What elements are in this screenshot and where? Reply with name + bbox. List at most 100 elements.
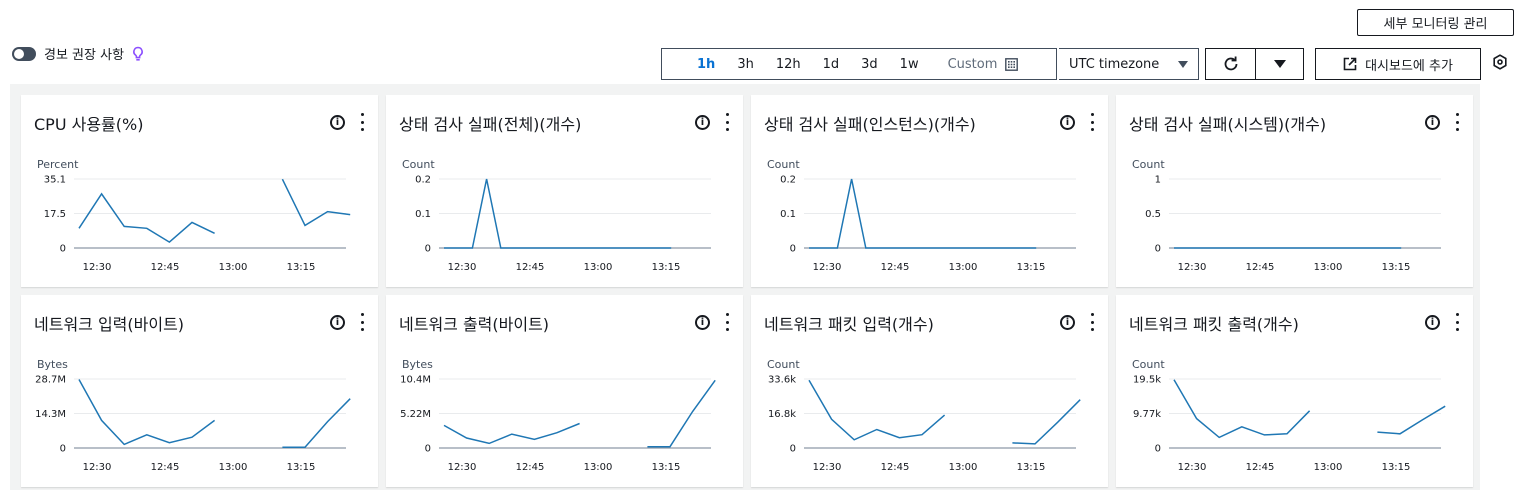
line-chart: 28.7M 14.3M 0 12:30 12:45 13:00 13:15 <box>35 375 351 473</box>
y-tick-label: 0.5 <box>1145 209 1161 220</box>
y-tick-label: 35.1 <box>44 175 66 186</box>
y-tick-label: 0.2 <box>415 175 431 186</box>
line-chart: 33.6k 16.8k 0 12:30 12:45 13:00 13:15 <box>768 375 1081 473</box>
y-axis-unit-label: Bytes <box>37 358 68 371</box>
x-tick-label: 13:00 <box>584 262 613 273</box>
y-tick-label: 19.5k <box>1133 375 1161 386</box>
lightbulb-icon <box>133 46 143 61</box>
settings-hexagon-icon[interactable] <box>1492 54 1508 70</box>
series-line <box>282 398 351 449</box>
info-icon[interactable]: i <box>1060 115 1075 130</box>
info-icon[interactable]: i <box>1060 315 1075 330</box>
info-icon[interactable]: i <box>1425 115 1440 130</box>
y-tick-label: 1 <box>1155 175 1161 186</box>
series-line <box>78 192 215 244</box>
range-3d[interactable]: 3d <box>861 56 878 72</box>
add-to-dashboard-label: 대시보드에 추가 <box>1365 58 1453 74</box>
y-tick-label: 0 <box>425 444 431 455</box>
x-tick-label: 12:30 <box>83 462 112 473</box>
x-tick-label: 12:30 <box>1178 262 1207 273</box>
y-tick-label: 5.22M <box>400 409 431 420</box>
x-tick-label: 13:15 <box>1017 462 1046 473</box>
info-icon[interactable]: i <box>695 115 710 130</box>
range-1w[interactable]: 1w <box>899 56 919 72</box>
range-1d[interactable]: 1d <box>822 56 840 72</box>
x-tick-label: 13:00 <box>949 262 978 273</box>
x-tick-label: 12:45 <box>881 462 910 473</box>
more-options-icon[interactable] <box>1090 313 1094 331</box>
line-chart: 10.4M 5.22M 0 12:30 12:45 13:00 13:15 <box>400 375 716 473</box>
line-chart: 35.1 17.5 0 12:30 12:45 13:00 13:15 <box>44 175 351 273</box>
manage-detailed-monitoring-button[interactable]: 세부 모니터링 관리 <box>1357 9 1514 36</box>
refresh-button[interactable] <box>1205 48 1256 80</box>
more-options-icon[interactable] <box>1090 113 1094 131</box>
y-tick-label: 0 <box>790 444 796 455</box>
x-tick-label: 12:45 <box>151 462 180 473</box>
info-icon[interactable]: i <box>330 115 345 130</box>
external-link-icon <box>1343 57 1357 71</box>
x-tick-label: 12:30 <box>1178 462 1207 473</box>
x-tick-label: 12:30 <box>813 262 842 273</box>
time-range-selector: 1h 3h 12h 1d 3d 1w Custom <box>661 48 1057 80</box>
x-tick-label: 12:30 <box>813 462 842 473</box>
y-axis-unit-label: Count <box>402 158 435 171</box>
range-custom[interactable]: Custom <box>930 49 1030 79</box>
series-line <box>1377 405 1446 435</box>
line-chart: 0.2 0.1 0 12:30 12:45 13:00 13:15 <box>780 175 1076 273</box>
info-icon[interactable]: i <box>330 315 345 330</box>
x-tick-label: 13:15 <box>1382 262 1411 273</box>
y-tick-label: 0.2 <box>780 175 796 186</box>
x-tick-label: 13:00 <box>219 262 248 273</box>
x-tick-label: 13:00 <box>219 462 248 473</box>
y-axis-unit-label: Percent <box>37 158 79 171</box>
series-line <box>443 422 580 445</box>
info-icon[interactable]: i <box>1425 315 1440 330</box>
series-line <box>1173 379 1311 439</box>
panel-title: 네트워크 패킷 입력(개수) <box>764 315 934 334</box>
metric-panel: 네트워크 입력(바이트) i Bytes 28.7M 14.3M 0 12:30 12:45 1… <box>21 295 378 487</box>
x-tick-label: 12:30 <box>448 462 477 473</box>
y-tick-label: 0.1 <box>780 209 796 220</box>
more-options-icon[interactable] <box>360 113 364 131</box>
caret-down-icon <box>1178 61 1188 68</box>
add-to-dashboard-button[interactable]: 대시보드에 추가 <box>1315 48 1481 80</box>
series-line <box>281 178 351 227</box>
x-tick-label: 12:45 <box>1246 462 1275 473</box>
alarm-recommendations-toggle[interactable] <box>12 46 36 61</box>
timezone-select[interactable]: UTC timezone <box>1059 48 1199 80</box>
y-tick-label: 28.7M <box>35 375 66 386</box>
y-axis-unit-label: Count <box>767 358 800 371</box>
range-1h[interactable]: 1h <box>697 56 716 72</box>
refresh-icon <box>1224 56 1237 71</box>
panel-title: CPU 사용률(%) <box>34 115 144 134</box>
caret-down-icon <box>1273 60 1286 68</box>
more-options-icon[interactable] <box>725 313 729 331</box>
x-tick-label: 12:45 <box>516 262 545 273</box>
metric-panel: 상태 검사 실패(시스템)(개수) i Count 1 0.5 0 12:30 12:45 13… <box>1116 95 1473 287</box>
x-tick-label: 13:00 <box>1314 462 1343 473</box>
more-options-icon[interactable] <box>360 313 364 331</box>
panel-title: 상태 검사 실패(전체)(개수) <box>399 115 582 134</box>
more-options-icon[interactable] <box>1455 313 1459 331</box>
x-tick-label: 13:00 <box>949 462 978 473</box>
y-tick-label: 0 <box>790 244 796 255</box>
x-tick-label: 12:30 <box>448 262 477 273</box>
more-options-icon[interactable] <box>1455 113 1459 131</box>
y-tick-label: 16.8k <box>768 409 796 420</box>
panel-title: 상태 검사 실패(시스템)(개수) <box>1129 115 1327 134</box>
metric-panel: 상태 검사 실패(인스턴스)(개수) i Count 0.2 0.1 0 12:30 12:4… <box>751 95 1108 287</box>
line-chart: 1 0.5 0 12:30 12:45 13:00 13:15 <box>1145 175 1441 273</box>
more-options-icon[interactable] <box>725 113 729 131</box>
x-tick-label: 12:30 <box>83 262 112 273</box>
range-3h[interactable]: 3h <box>737 56 754 72</box>
refresh-interval-dropdown[interactable] <box>1255 48 1304 80</box>
y-tick-label: 0 <box>1155 444 1161 455</box>
info-icon[interactable]: i <box>695 315 710 330</box>
calendar-icon <box>1005 57 1019 71</box>
range-12h[interactable]: 12h <box>775 56 801 72</box>
metric-panel: 상태 검사 실패(전체)(개수) i Count 0.2 0.1 0 12:30 12:45 1… <box>386 95 743 287</box>
y-tick-label: 9.77k <box>1133 409 1161 420</box>
y-tick-label: 10.4M <box>400 375 431 386</box>
line-chart: 19.5k 9.77k 0 12:30 12:45 13:00 13:15 <box>1133 375 1446 473</box>
panel-title: 네트워크 입력(바이트) <box>34 315 185 334</box>
